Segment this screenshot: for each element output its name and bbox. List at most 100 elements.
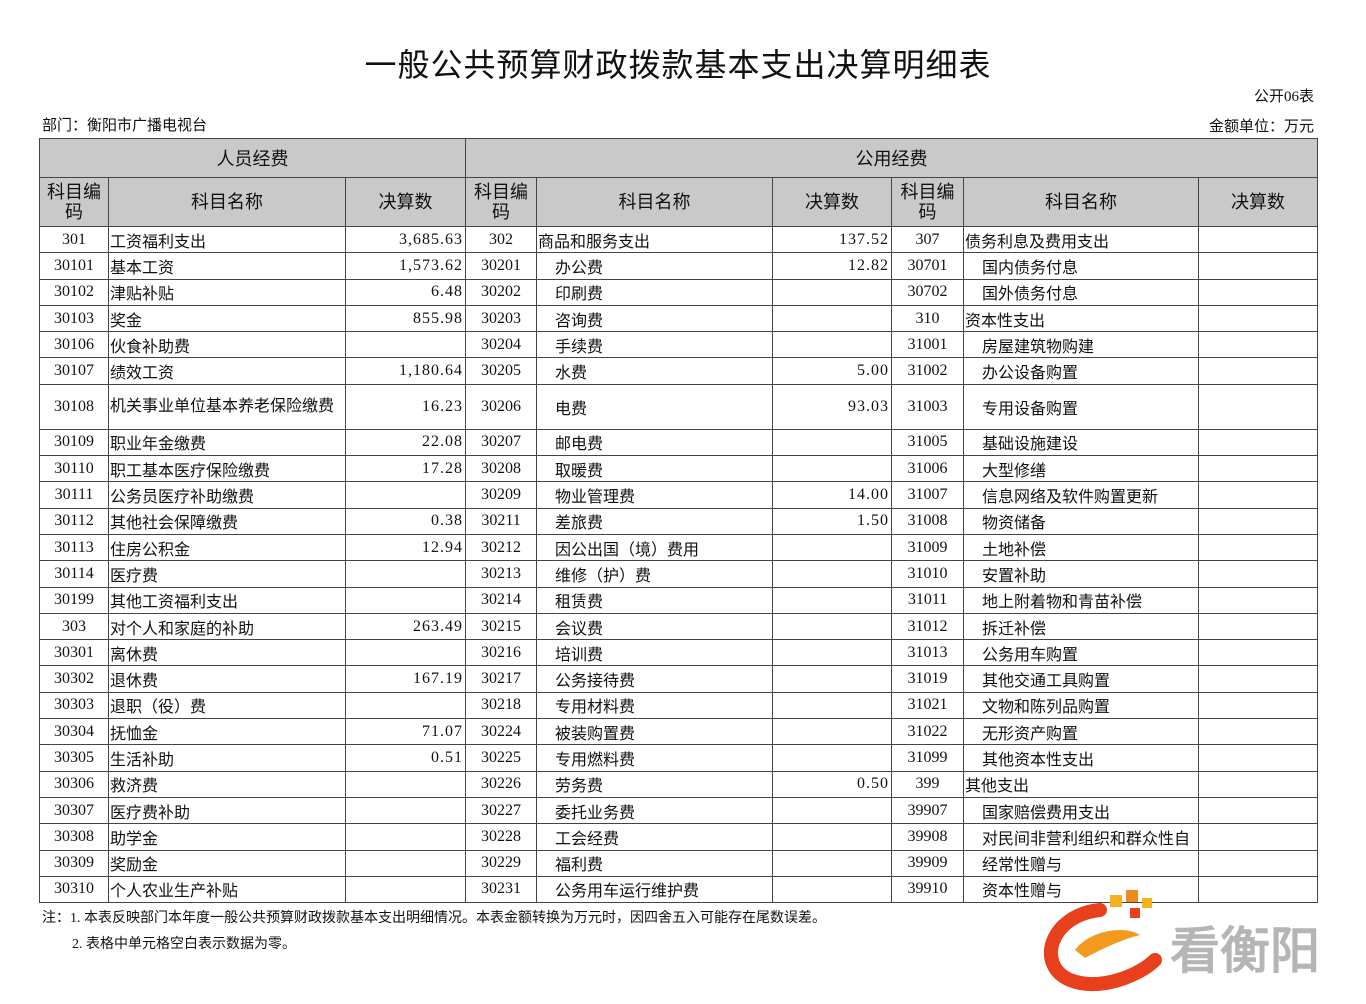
- table-row: 30309 奖励金 30229 福利费 39909 经常性赠与: [39, 849, 1319, 877]
- code-cell: 30309: [39, 849, 109, 877]
- code-cell: 31022: [891, 718, 965, 746]
- amount-cell: [772, 428, 893, 457]
- code-cell: 30217: [465, 665, 538, 693]
- form-number: 公开06表: [1253, 89, 1314, 105]
- amount-cell: [344, 560, 467, 588]
- name-cell: 差旅费: [536, 507, 774, 535]
- code-cell: 30212: [465, 533, 538, 562]
- amount-cell: [1198, 586, 1319, 614]
- table-row: 30111 公务员医疗补助缴费 30209 物业管理费 14.00 31007 信息网络及软…: [39, 481, 1319, 509]
- amount-cell: 14.00: [772, 481, 893, 509]
- amount-cell: [772, 823, 893, 851]
- table-row: 301 工资福利支出 3,685.63 302 商品和服务支出 137.52 307 债务利息…: [39, 225, 1319, 254]
- table-body: 人员经费 公用经费 科目编码 科目名称 决算数 科目编码 科目名称 决算数 科目编码 科目名称 决算…: [38, 138, 1319, 904]
- code-cell: 30106: [39, 331, 109, 359]
- code-cell: 39907: [891, 796, 965, 825]
- amount-cell: [344, 691, 467, 720]
- table-row: 30112 其他社会保障缴费 0.38 30211 差旅费 1.50 31008 物资储备: [39, 507, 1319, 535]
- amount-cell: 263.49: [344, 612, 467, 641]
- amount-cell: [1198, 252, 1319, 280]
- table-row: 30304 抚恤金 71.07 30224 被装购置费 31022 无形资产购置: [39, 718, 1319, 746]
- amount-cell: 1,573.62: [344, 252, 467, 280]
- amount-cell: [1198, 331, 1319, 359]
- amount-cell: 17.28: [344, 455, 467, 483]
- name-cell: 信息网络及软件购置更新: [963, 481, 1200, 509]
- name-cell: 安置补助: [963, 560, 1200, 588]
- name-cell: 公务接待费: [536, 665, 774, 693]
- code-cell: 31021: [891, 691, 965, 720]
- code-cell: 30114: [39, 560, 109, 588]
- table-row: 30305 生活补助 0.51 30225 专用燃料费 31099 其他资本性支出: [39, 744, 1319, 772]
- table-row: 30107 绩效工资 1,180.64 30205 水费 5.00 31002 办公设备购置: [39, 357, 1319, 385]
- amount-cell: [772, 718, 893, 746]
- column-header-row: 科目编码 科目名称 决算数 科目编码 科目名称 决算数 科目编码 科目名称 决算数: [39, 177, 1319, 227]
- name-cell: 专用材料费: [536, 691, 774, 720]
- code-cell: 30308: [39, 823, 109, 851]
- amount-cell: [1198, 383, 1319, 430]
- amount-cell: [1198, 796, 1319, 825]
- name-cell: 国外债务付息: [963, 278, 1200, 306]
- name-cell: 资本性赠与: [963, 875, 1200, 904]
- amount-cell: 22.08: [344, 428, 467, 457]
- code-cell: 30305: [39, 744, 109, 772]
- code-cell: 30110: [39, 455, 109, 483]
- expense-table: 人员经费 公用经费 科目编码 科目名称 决算数 科目编码 科目名称 决算数 科目编码 科目名称 决算…: [38, 138, 1319, 904]
- amount-cell: [344, 331, 467, 359]
- name-cell: 取暖费: [536, 455, 774, 483]
- amount-cell: [344, 823, 467, 851]
- name-cell: 水费: [536, 357, 774, 385]
- name-cell: 资本性支出: [963, 304, 1200, 333]
- table-row: 30113 住房公积金 12.94 30212 因公出国（境）费用 31009 土地补偿: [39, 533, 1319, 562]
- amount-cell: 1.50: [772, 507, 893, 535]
- amount-cell: [1198, 507, 1319, 535]
- code-cell: 310: [891, 304, 965, 333]
- amount-cell: 93.03: [772, 383, 893, 430]
- name-cell: 培训费: [536, 639, 774, 667]
- amount-cell: [1198, 225, 1319, 254]
- amount-cell: [1198, 770, 1319, 798]
- name-cell: 其他交通工具购置: [963, 665, 1200, 693]
- name-cell: 职业年金缴费: [108, 428, 346, 457]
- name-cell: 土地补偿: [963, 533, 1200, 562]
- amount-cell: [1198, 481, 1319, 509]
- name-cell: 维修（护）费: [536, 560, 774, 588]
- name-cell: 退休费: [108, 665, 346, 693]
- name-cell: 公务员医疗补助缴费: [108, 481, 346, 509]
- code-cell: 30112: [39, 507, 109, 535]
- name-cell: 公务用车运行维护费: [536, 875, 774, 904]
- amount-cell: [772, 278, 893, 306]
- code-cell: 30102: [39, 278, 109, 306]
- name-cell: 绩效工资: [108, 357, 346, 385]
- name-cell: 职工基本医疗保险缴费: [108, 455, 346, 483]
- logo-swirl: [1044, 903, 1162, 991]
- amount-cell: [772, 744, 893, 772]
- code-cell: 30225: [465, 744, 538, 772]
- code-cell: 31002: [891, 357, 965, 385]
- table-row: 30302 退休费 167.19 30217 公务接待费 31019 其他交通工具购置: [39, 665, 1319, 693]
- amount-cell: [344, 481, 467, 509]
- name-cell: 地上附着物和青苗补偿: [963, 586, 1200, 614]
- code-cell: 30218: [465, 691, 538, 720]
- name-cell: 对个人和家庭的补助: [108, 612, 346, 641]
- code-cell: 30215: [465, 612, 538, 641]
- code-cell: 30302: [39, 665, 109, 693]
- code-cell: 39908: [891, 823, 965, 851]
- name-cell: 物资储备: [963, 507, 1200, 535]
- column-header: 科目名称: [108, 177, 346, 227]
- logo-square: [1110, 895, 1122, 907]
- amount-cell: [772, 639, 893, 667]
- table-row: 30109 职业年金缴费 22.08 30207 邮电费 31005 基础设施建设: [39, 428, 1319, 457]
- code-cell: 30113: [39, 533, 109, 562]
- code-cell: 307: [891, 225, 965, 254]
- amount-cell: [772, 691, 893, 720]
- code-cell: 30199: [39, 586, 109, 614]
- code-cell: 30226: [465, 770, 538, 798]
- amount-cell: 12.82: [772, 252, 893, 280]
- name-cell: 房屋建筑物购建: [963, 331, 1200, 359]
- column-header: 科目编码: [891, 177, 965, 227]
- column-header: 科目编码: [39, 177, 109, 227]
- code-cell: 31013: [891, 639, 965, 667]
- amount-cell: [772, 331, 893, 359]
- amount-cell: [772, 665, 893, 693]
- table-row: 303 对个人和家庭的补助 263.49 30215 会议费 31012 拆迁补偿: [39, 612, 1319, 641]
